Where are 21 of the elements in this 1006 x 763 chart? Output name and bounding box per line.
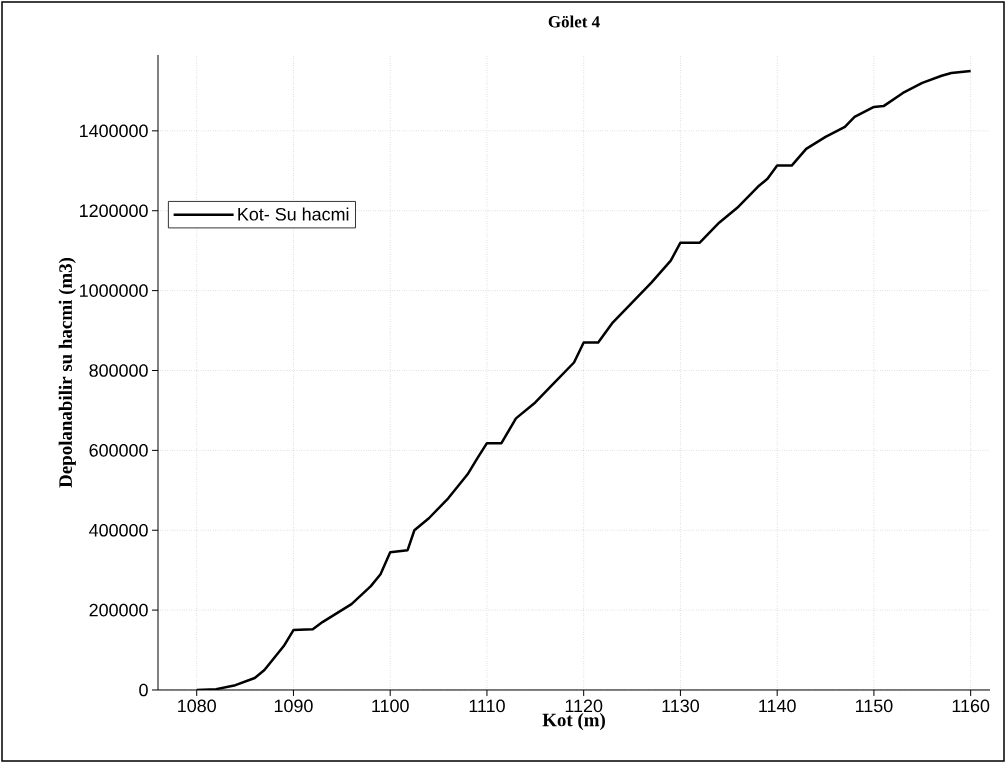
x-tick-label: 1160 xyxy=(952,699,990,713)
x-tick-label: 1140 xyxy=(759,699,796,713)
y-tick-label: 1200000 xyxy=(80,204,148,218)
chart-title: Gölet 4 xyxy=(548,15,600,28)
x-tick-label: 1120 xyxy=(565,699,603,713)
x-tick-label: 1090 xyxy=(274,699,313,713)
y-tick-label: 1400000 xyxy=(80,124,148,138)
y-tick-label: 0 xyxy=(139,683,148,697)
y-tick-label: 600000 xyxy=(89,444,148,457)
x-tick-label: 1130 xyxy=(662,699,700,713)
y-tick-label: 800000 xyxy=(89,364,148,377)
y-tick-label: 400000 xyxy=(89,523,148,537)
y-tick-label: 200000 xyxy=(89,603,148,617)
x-tick-label: 1100 xyxy=(372,699,409,713)
legend-label: Kot- Su hacmi xyxy=(238,207,349,221)
x-tick-label: 1080 xyxy=(178,699,216,713)
x-tick-label: 1110 xyxy=(469,699,505,713)
x-tick-label: 1150 xyxy=(856,699,893,713)
y-axis-title: Depolanabilir su hacmi (m3) xyxy=(58,257,76,488)
x-axis-title: Kot (m) xyxy=(542,713,605,731)
y-tick-label: 1000000 xyxy=(80,284,148,297)
